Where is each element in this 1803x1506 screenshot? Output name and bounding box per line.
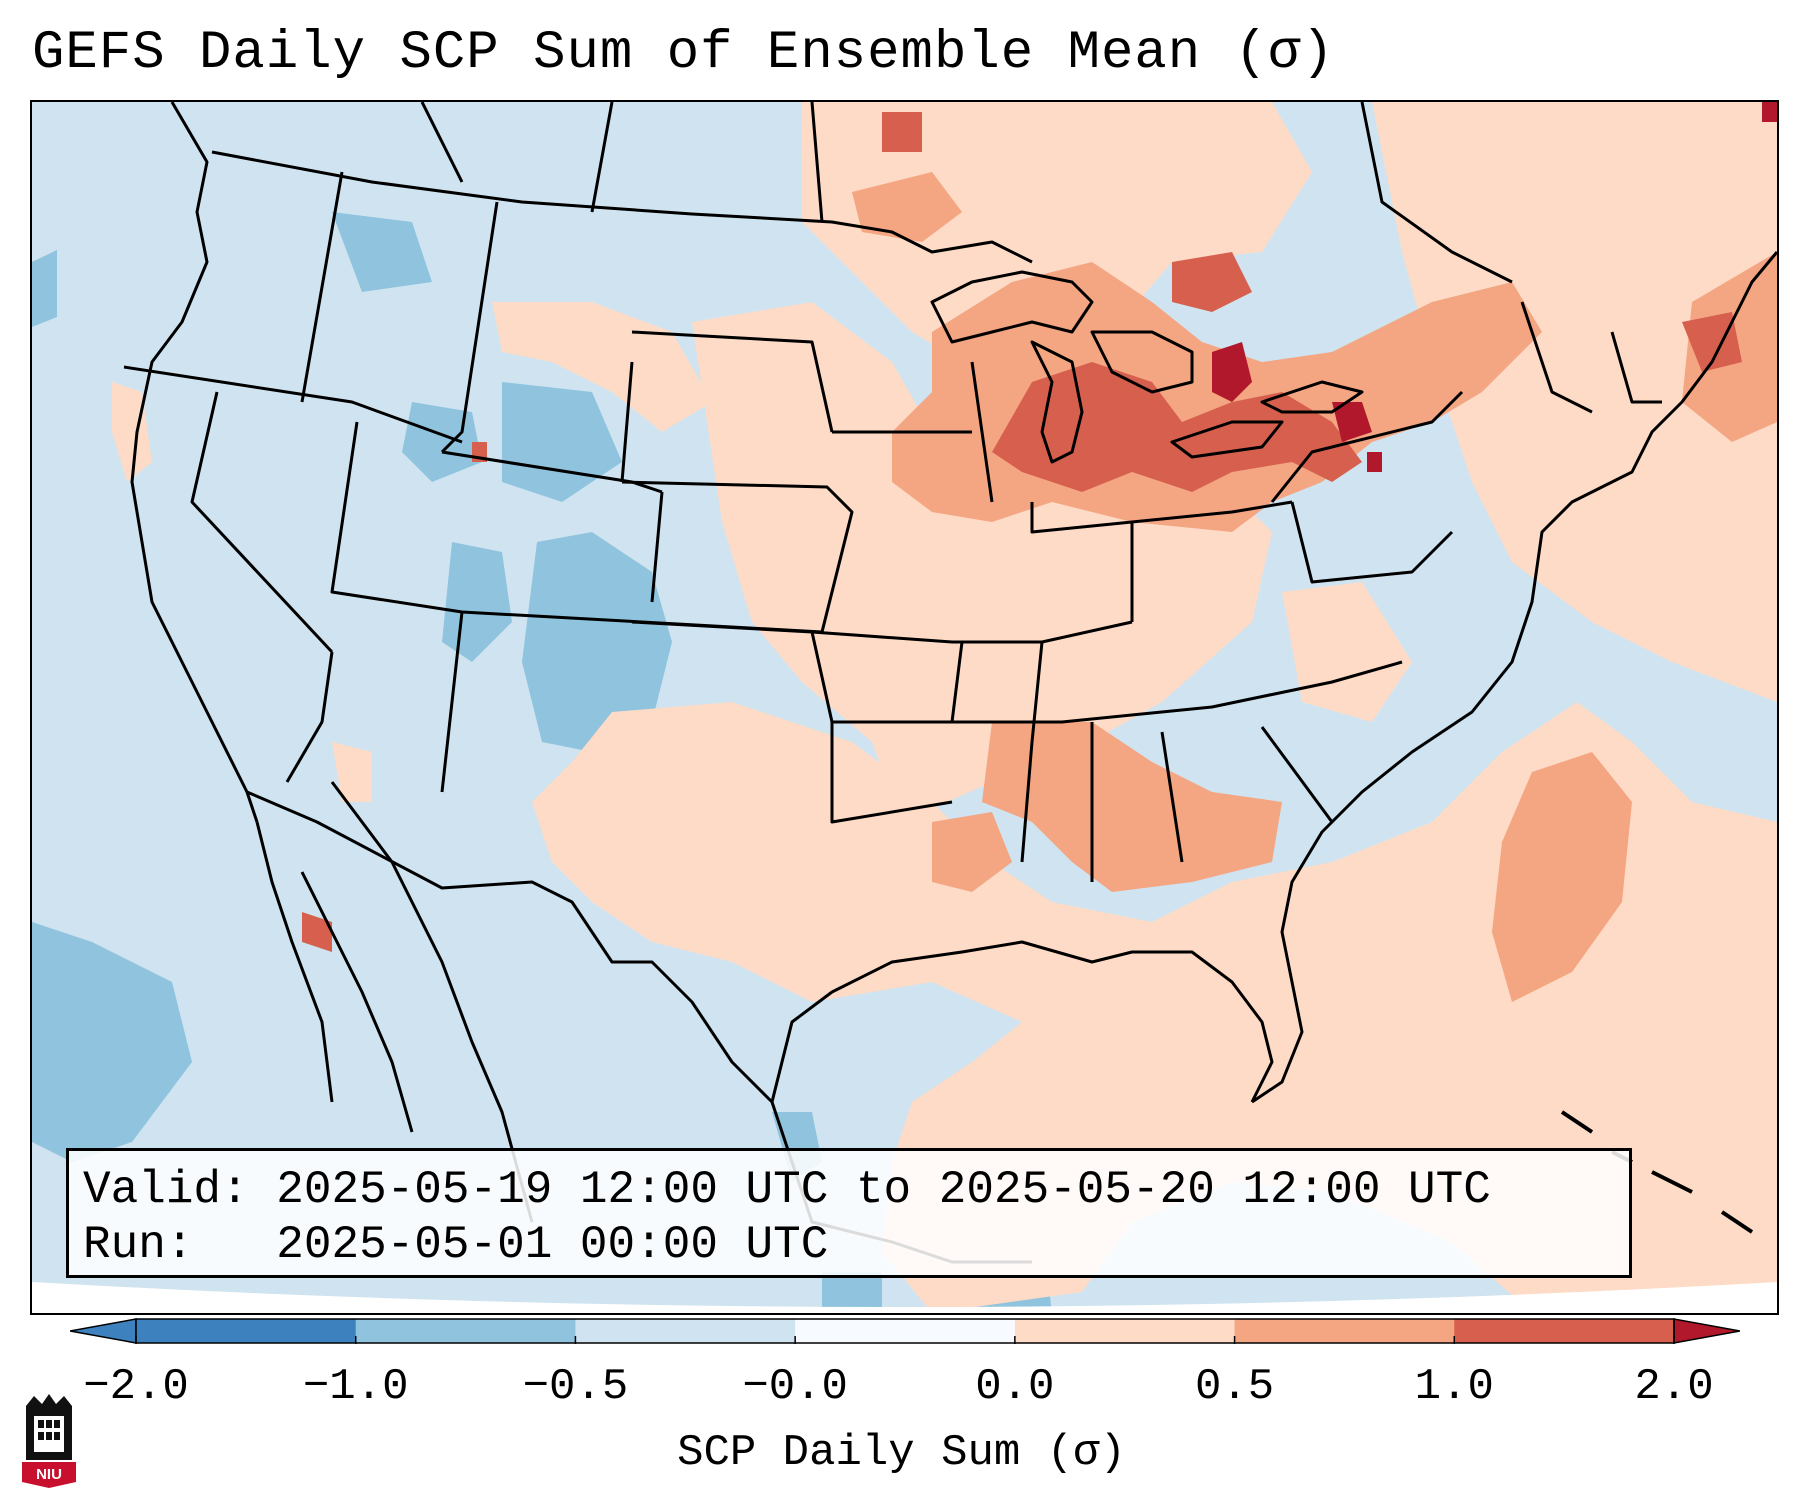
colorbar-tick-label: −0.5 <box>522 1362 629 1412</box>
colorbar-segment <box>1454 1319 1675 1343</box>
colorbar-segment <box>575 1319 796 1343</box>
colorbar-segment <box>1234 1319 1455 1343</box>
coastlines-and-borders <box>123 102 1777 1264</box>
niu-logo: NIU <box>20 1390 78 1488</box>
colorbar <box>69 1318 1741 1344</box>
colorbar-segment <box>355 1319 576 1343</box>
colorbar-segment <box>1014 1319 1236 1343</box>
strong-positive-patches <box>302 112 1742 952</box>
colorbar-tick-label: −2.0 <box>83 1362 189 1412</box>
projection-edge <box>32 1282 1777 1313</box>
colorbar-svg <box>69 1318 1741 1344</box>
colorbar-tick-label: −0.0 <box>742 1362 848 1412</box>
run-label: Run: <box>83 1219 194 1271</box>
very-strong-positive-patches <box>1212 102 1777 472</box>
colorbar-segment <box>795 1319 1016 1343</box>
run-time: 2025-05-01 00:00 UTC <box>276 1219 829 1271</box>
valid-label: Valid: <box>83 1164 249 1216</box>
valid-time: 2025-05-19 12:00 UTC to 2025-05-20 12:00… <box>276 1164 1491 1216</box>
weak-positive-patches <box>112 102 1777 1313</box>
chart-title: GEFS Daily SCP Sum of Ensemble Mean (σ) <box>32 23 1335 84</box>
svg-text:NIU: NIU <box>36 1466 62 1483</box>
anomaly-map <box>32 102 1777 1313</box>
colorbar-outline <box>135 1318 1675 1344</box>
colorbar-tick-label: 0.5 <box>1194 1362 1275 1412</box>
niu-logo-icon: NIU <box>22 1394 76 1488</box>
validity-info-box: Valid: 2025-05-19 12:00 UTC to 2025-05-2… <box>66 1148 1632 1278</box>
colorbar-tick-label: 0.0 <box>975 1362 1055 1412</box>
colorbar-label: SCP Daily Sum (σ) <box>677 1428 1126 1478</box>
colorbar-segment <box>136 1319 357 1343</box>
colorbar-tick-label: 1.0 <box>1414 1362 1494 1412</box>
colorbar-extend-low <box>69 1318 137 1344</box>
colorbar-tick-label: 2.0 <box>1634 1362 1714 1412</box>
map-panel <box>30 100 1779 1315</box>
colorbar-extend-high <box>1673 1318 1741 1344</box>
colorbar-tick-label: −1.0 <box>302 1362 409 1412</box>
